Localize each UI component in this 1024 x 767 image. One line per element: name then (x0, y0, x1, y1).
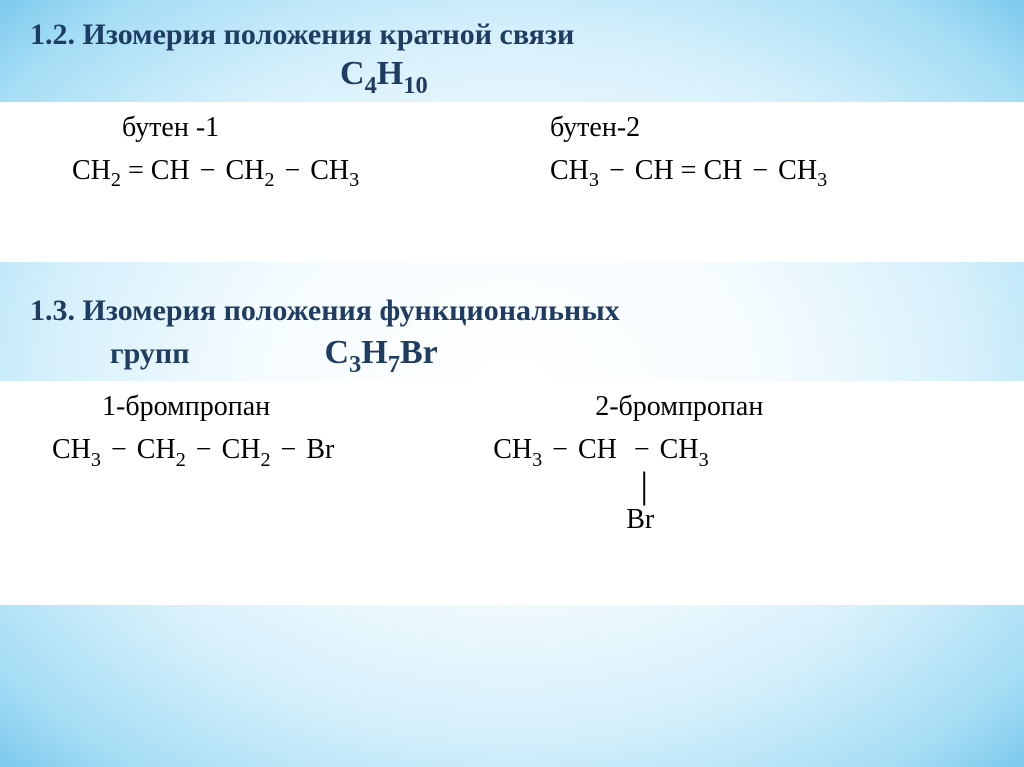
compound-name: бутен -1 (122, 112, 512, 144)
compounds-box-2: 1-бромпропан CH3 − CH2 − CH2 − Br 2-бром… (0, 381, 1024, 605)
compound-name: 2-бромпропан (475, 391, 972, 423)
substituent-label: Br (626, 503, 972, 537)
section-1-3-heading-line1: 1.3. Изомерия положения функциональных (30, 294, 994, 328)
section-1-3-formula: C3H7Br (324, 334, 437, 371)
compound-structure: CH3 − CH − CH3 (475, 431, 972, 473)
compound-structure: CH3 − CH2 − CH2 − Br (52, 431, 475, 473)
section-1-3-group-label: групп (30, 337, 189, 370)
compound-name: 1-бромпропан (52, 391, 475, 423)
section-1-2-heading: 1.2. Изомерия положения кратной связи (30, 18, 994, 52)
section-1-2-formula: C4H10 (340, 56, 994, 98)
vertical-bond: │ (634, 475, 972, 503)
section-1-3-heading-line2: групп C3H7Br (30, 334, 994, 378)
slide: 1.2. Изомерия положения кратной связи C4… (0, 0, 1024, 767)
compound-structure: CH2 = CH − CH2 − CH3 (72, 152, 512, 194)
compounds-box-1: бутен -1 бутен-2 CH2 = CH − CH2 − CH3 CH… (0, 102, 1024, 262)
compound-structure: CH3 − CH = CH − CH3 (550, 152, 952, 194)
compound-name: бутен-2 (550, 112, 952, 144)
